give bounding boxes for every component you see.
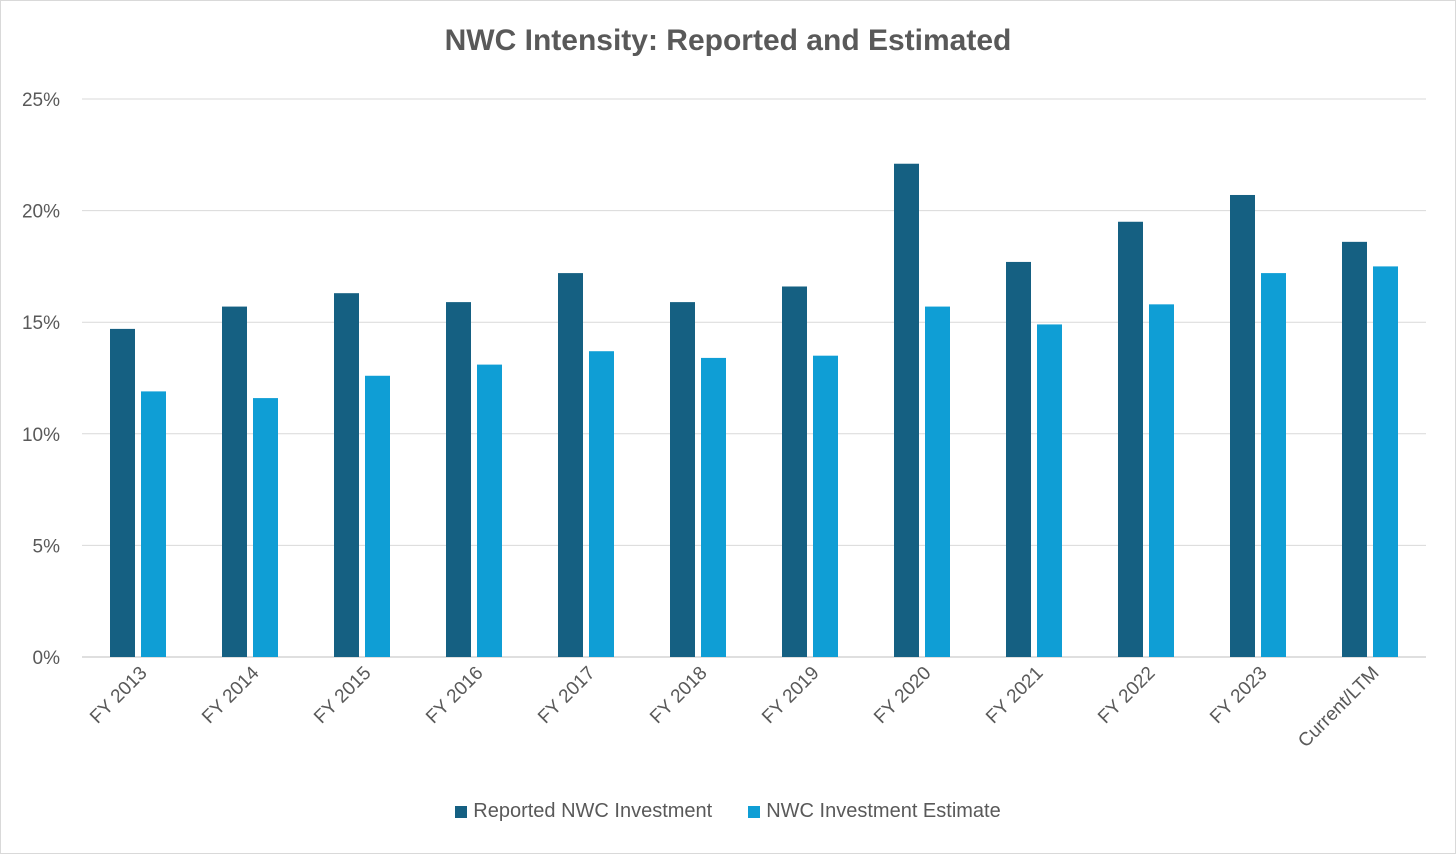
bar-estimate [141,391,166,657]
bar-reported [782,286,807,657]
y-axis-ticks: 0% 5% 10% 15% 20% 25% [22,90,60,669]
x-tick-label: FY 2022 [1094,663,1159,728]
bar-estimate [1149,304,1174,657]
bar-estimate [1261,273,1286,657]
x-tick-label: FY 2019 [758,663,823,728]
legend-label-reported: Reported NWC Investment [473,800,713,822]
y-tick-label: 20% [22,202,60,223]
legend-swatch-estimate [748,805,761,818]
y-tick-label: 15% [22,313,60,334]
bar-reported [110,328,135,657]
x-tick-label: FY 2021 [982,663,1047,728]
chart-title: NWC Intensity: Reported and Estimated [444,24,1012,57]
bar-reported [558,273,583,657]
x-tick-label: FY 2018 [646,663,711,728]
bar-reported [222,306,247,657]
x-tick-label: FY 2020 [870,663,935,728]
legend-item-reported: Reported NWC Investment [455,800,712,823]
y-tick-label: 10% [22,425,60,446]
x-axis-ticks: FY 2013 FY 2014 FY 2015 FY 2016 FY 2017 FY 20… [86,662,1383,752]
bar-estimate [1037,324,1062,657]
bar-reported [670,302,695,657]
bar-estimate [813,355,838,657]
bar-reported [446,302,471,657]
bar-estimate [1373,266,1398,657]
bar-estimate [925,306,950,657]
y-tick-label: 25% [22,90,60,111]
x-tick-label: FY 2015 [310,663,375,728]
bar-estimate [365,375,390,657]
bar-reported [1342,241,1367,657]
y-tick-label: 0% [33,648,61,669]
bar-estimate [701,357,726,657]
legend-swatch-reported [455,805,468,818]
bar-reported [334,293,359,657]
legend-item-estimate: NWC Investment Estimate [748,800,1001,823]
bar-reported [1118,221,1143,657]
bar-estimate [477,364,502,657]
x-tick-label: FY 2023 [1206,663,1271,728]
x-tick-label: FY 2014 [198,662,264,728]
bar-reported [1230,194,1255,657]
bar-estimate [253,398,278,657]
x-tick-label: FY 2013 [86,663,151,728]
legend: Reported NWC Investment NWC Investment E… [0,800,1456,823]
x-tick-label: Current/LTM [1294,663,1383,752]
gridlines [82,98,1426,658]
bar-reported [894,163,919,657]
y-tick-label: 5% [33,536,61,557]
bar-estimate [589,351,614,657]
bar-reported [1006,261,1031,657]
x-tick-label: FY 2016 [422,663,487,728]
bars [110,163,1398,657]
x-tick-label: FY 2017 [534,663,599,728]
legend-label-estimate: NWC Investment Estimate [766,800,1001,822]
